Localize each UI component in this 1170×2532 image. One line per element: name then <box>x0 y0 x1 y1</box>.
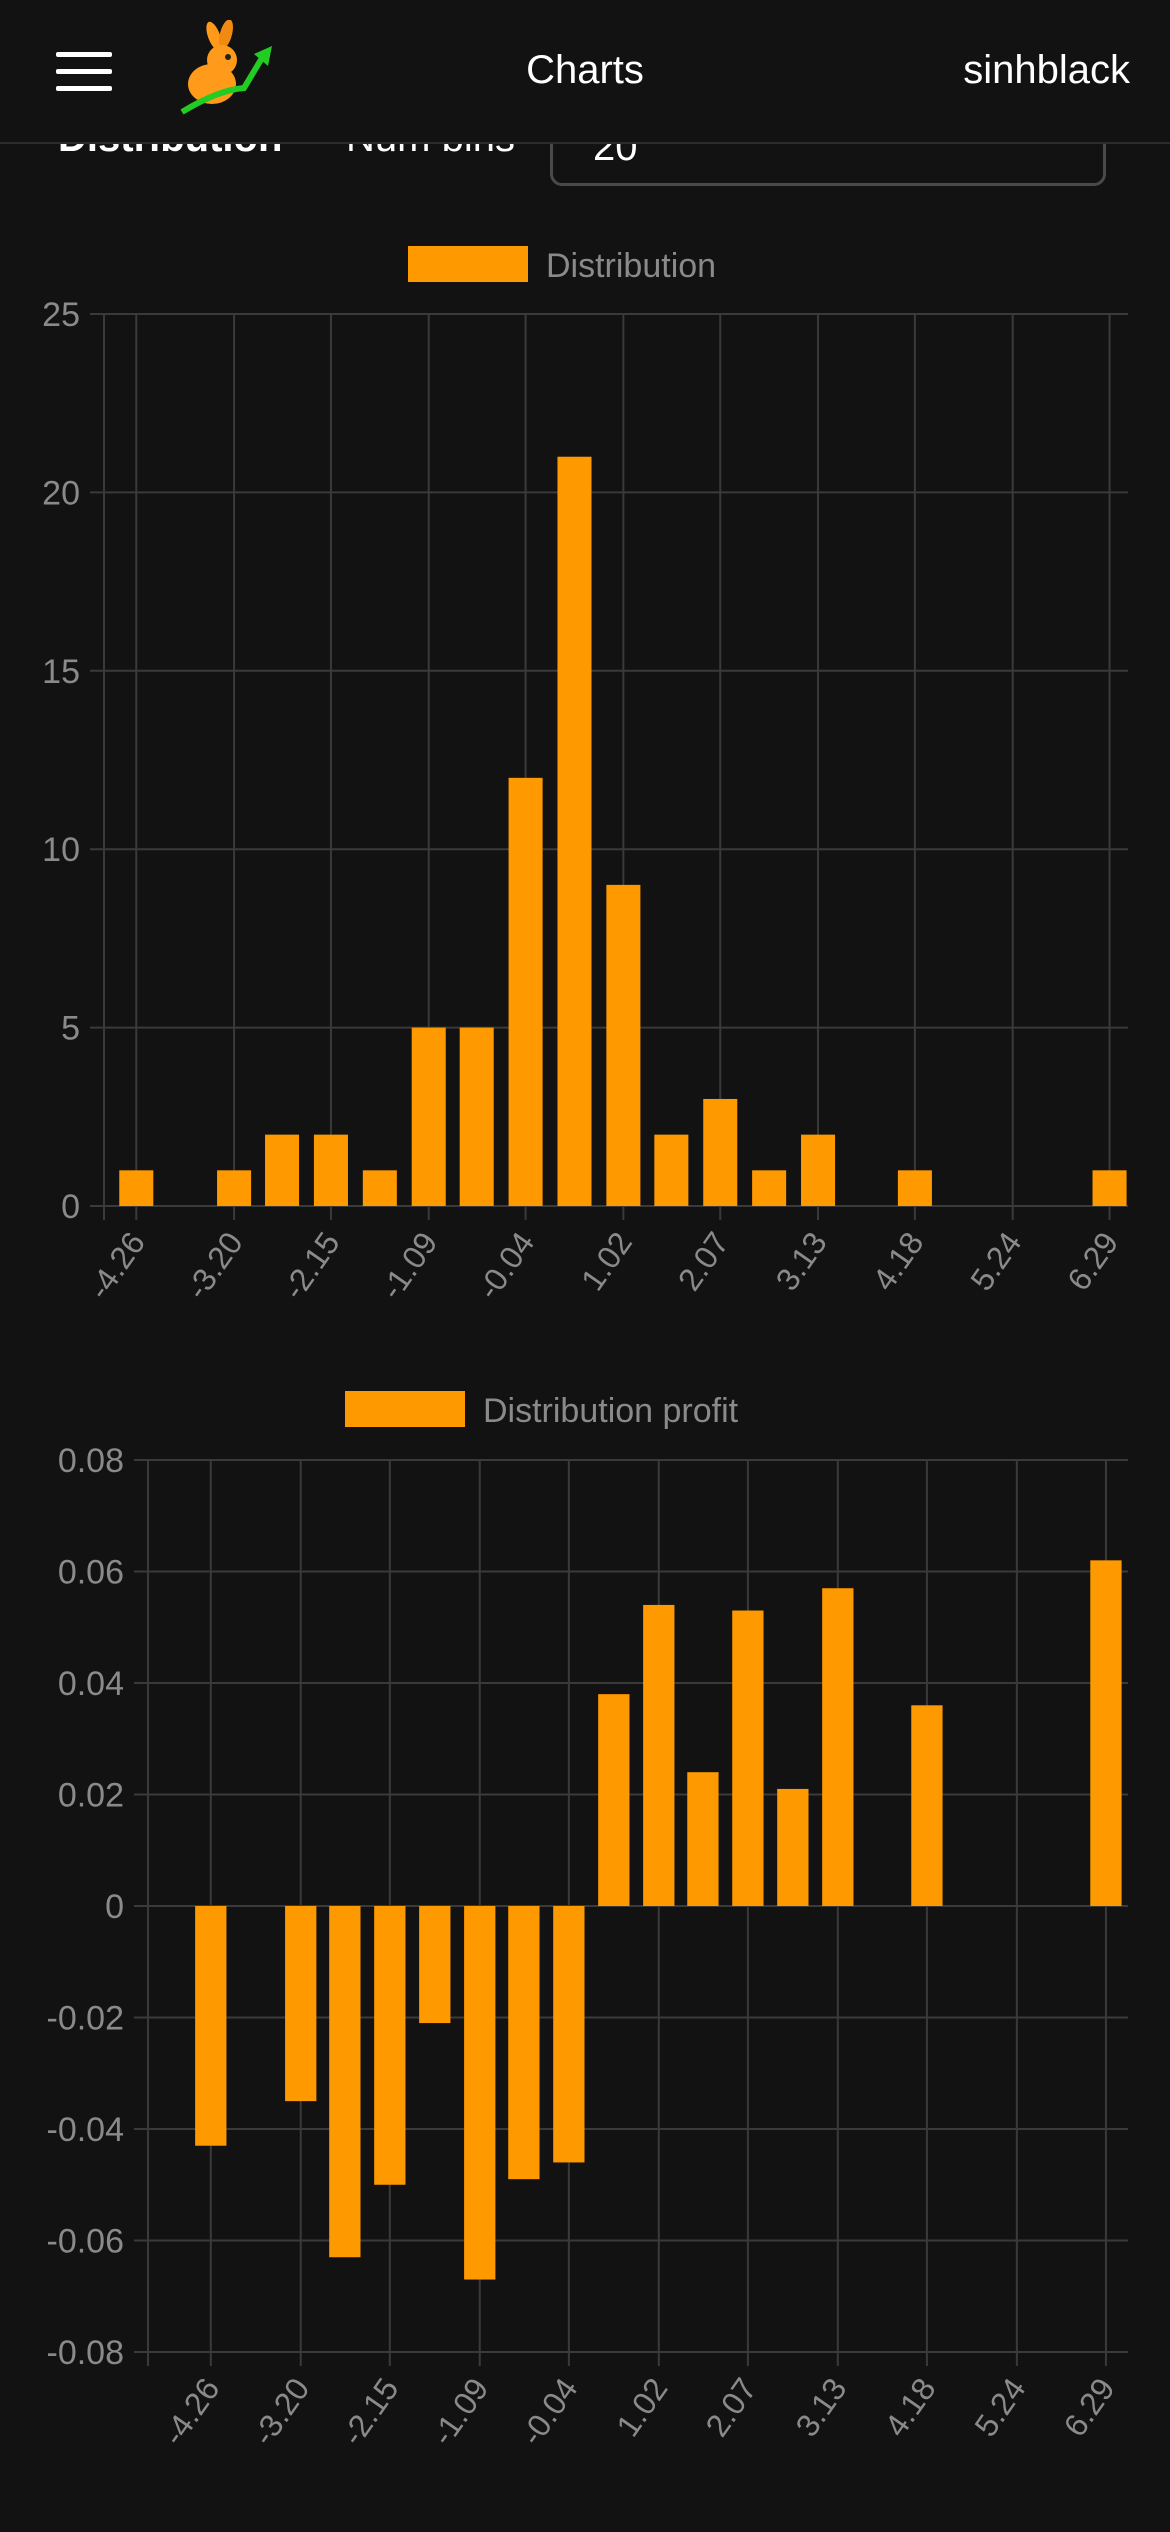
bar[interactable] <box>362 1170 397 1206</box>
bar[interactable] <box>195 1906 227 2146</box>
x-tick-label: 4.18 <box>877 2371 942 2443</box>
y-tick-label: -0.02 <box>47 2000 125 2038</box>
x-tick-label: -1.09 <box>424 2371 495 2451</box>
bar[interactable] <box>897 1170 932 1206</box>
x-tick-label: 1.02 <box>574 1225 639 1297</box>
legend-label[interactable]: Distribution profit <box>483 1392 739 1430</box>
y-tick-label: 5 <box>61 1010 80 1048</box>
distribution-profit-chart: Distribution profit -0.08 -0.06 -0.04 -0.02 0… <box>47 1391 1128 2452</box>
bar[interactable] <box>329 1906 361 2258</box>
bar[interactable] <box>643 1604 675 1906</box>
x-tick-label: -3.20 <box>178 1225 249 1305</box>
x-tick-label: -4.26 <box>155 2371 226 2451</box>
distribution-chart: Distribution 0 5 10 15 20 25 -4.26 -3.20 -2.15 -1.… <box>42 246 1128 1306</box>
x-tick-label: -4.26 <box>81 1225 152 1305</box>
bar[interactable] <box>911 1705 943 1906</box>
x-tick-label: -0.04 <box>513 2371 584 2451</box>
y-tick-label: -0.06 <box>47 2223 125 2261</box>
bar[interactable] <box>265 1134 300 1206</box>
x-tick-label: 2.07 <box>671 1225 736 1297</box>
bar[interactable] <box>557 456 592 1207</box>
x-tick-label: 2.07 <box>698 2371 763 2443</box>
bar[interactable] <box>459 1027 494 1206</box>
username-link[interactable]: sinhblack <box>963 48 1130 92</box>
y-tick-label: 20 <box>42 474 80 512</box>
bar[interactable] <box>419 1906 451 2024</box>
y-tick-label: 0.06 <box>58 1554 124 1592</box>
bar[interactable] <box>801 1134 836 1206</box>
bar[interactable] <box>703 1098 738 1206</box>
y-tick-label: 0.08 <box>58 1442 124 1480</box>
y-tick-label: 10 <box>42 831 80 869</box>
legend-label[interactable]: Distribution <box>546 247 716 285</box>
bar[interactable] <box>508 1906 540 2180</box>
y-tick-label: 15 <box>42 653 80 691</box>
x-tick-label: 5.24 <box>963 1225 1028 1297</box>
x-tick-label: 4.18 <box>865 1225 930 1297</box>
bar[interactable] <box>553 1906 585 2163</box>
bar[interactable] <box>606 884 641 1206</box>
y-tick-label: 25 <box>42 296 80 334</box>
bar[interactable] <box>313 1134 348 1206</box>
legend-swatch[interactable] <box>345 1391 465 1427</box>
bar[interactable] <box>217 1170 252 1206</box>
x-tick-label: 6.29 <box>1060 1225 1125 1297</box>
bar[interactable] <box>508 777 543 1206</box>
bar[interactable] <box>687 1772 719 1906</box>
bar[interactable] <box>654 1134 689 1206</box>
x-tick-label: -2.15 <box>275 1225 346 1305</box>
y-tick-label: -0.04 <box>47 2111 125 2149</box>
bar[interactable] <box>1092 1170 1127 1206</box>
bar[interactable] <box>1090 1560 1122 1906</box>
rabbit-logo-icon <box>180 20 272 115</box>
bar[interactable] <box>777 1788 809 1906</box>
top-app-bar: Charts sinhblack <box>0 0 1170 144</box>
bar[interactable] <box>598 1694 630 1906</box>
x-tick-label: -3.20 <box>245 2371 316 2451</box>
y-tick-label: 0 <box>105 1888 124 1926</box>
y-tick-label: -0.08 <box>47 2334 125 2372</box>
x-tick-label: 5.24 <box>967 2371 1032 2443</box>
x-tick-label: -1.09 <box>373 1225 444 1305</box>
bar[interactable] <box>732 1610 764 1906</box>
bar[interactable] <box>752 1170 787 1206</box>
x-tick-label: -2.15 <box>334 2371 405 2451</box>
bar[interactable] <box>411 1027 446 1206</box>
x-tick-label: 6.29 <box>1056 2371 1121 2443</box>
bar[interactable] <box>822 1588 854 1906</box>
x-tick-label: 3.13 <box>788 2371 853 2443</box>
y-tick-label: 0.04 <box>58 1665 124 1703</box>
bar[interactable] <box>285 1906 317 2102</box>
page-title: Charts <box>526 48 644 92</box>
bar[interactable] <box>464 1906 496 2280</box>
bar[interactable] <box>119 1170 154 1206</box>
y-tick-label: 0.02 <box>58 1777 124 1815</box>
y-tick-label: 0 <box>61 1188 80 1226</box>
bar[interactable] <box>374 1906 406 2185</box>
x-tick-label: 1.02 <box>609 2371 674 2443</box>
menu-icon[interactable] <box>56 52 112 92</box>
x-tick-label: 3.13 <box>769 1225 834 1297</box>
legend-swatch[interactable] <box>408 246 528 282</box>
x-tick-label: -0.04 <box>470 1225 541 1305</box>
